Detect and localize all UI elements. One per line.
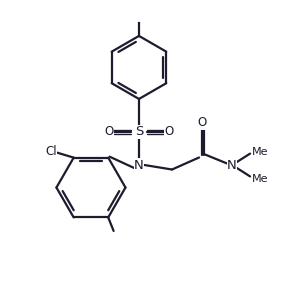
Text: O: O <box>164 125 174 138</box>
Text: Cl: Cl <box>45 145 57 158</box>
Text: N: N <box>227 158 237 171</box>
Text: N: N <box>134 158 144 171</box>
Text: Me: Me <box>252 147 269 157</box>
Text: O: O <box>197 116 207 129</box>
Text: Me: Me <box>252 175 269 185</box>
Text: O: O <box>104 125 113 138</box>
Text: S: S <box>135 125 143 138</box>
